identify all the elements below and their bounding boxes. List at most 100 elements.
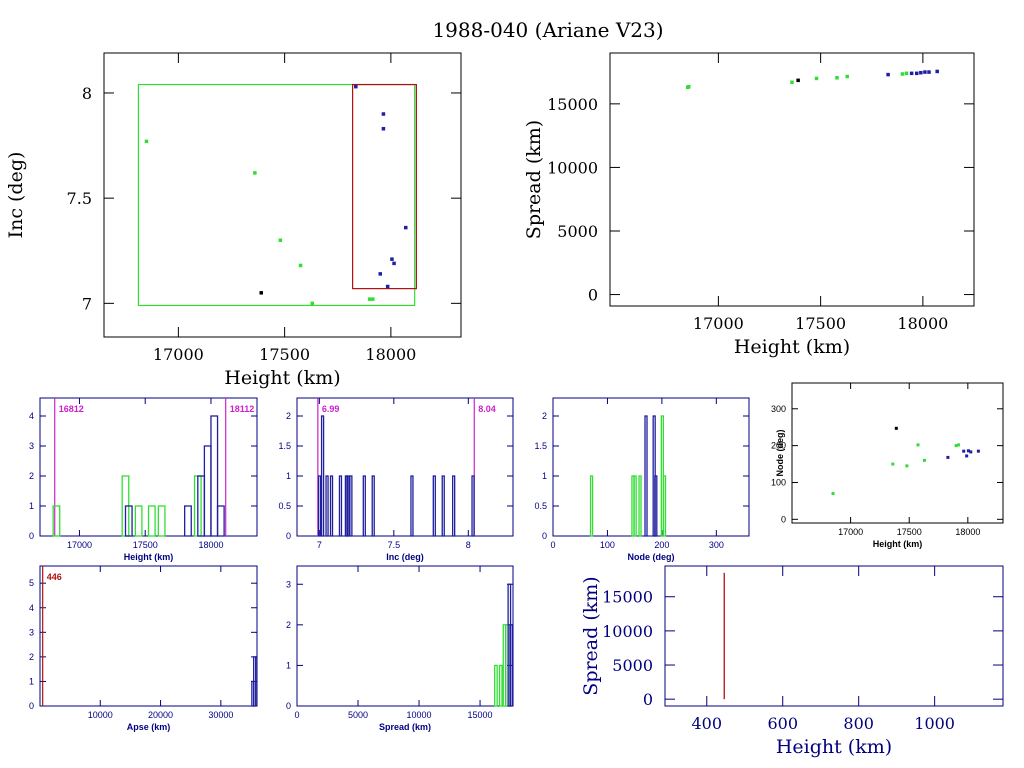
x-tick-label: 15000 xyxy=(468,710,493,720)
data-point-blue xyxy=(390,257,394,261)
histogram-bar-blue xyxy=(410,475,414,537)
plot-frame xyxy=(39,565,258,707)
chart-node-vs-height: 17000 17500 18000 0 100 200 300 Height (km) Node… xyxy=(771,382,1004,549)
data-point-green xyxy=(686,84,691,89)
histogram-bar-blue xyxy=(325,475,329,537)
y-tick-label: 0 xyxy=(29,531,34,541)
data-point-blue xyxy=(381,112,386,116)
histogram-bar-blue xyxy=(216,505,225,537)
histogram-bar-blue xyxy=(654,475,658,537)
histogram-bar-blue xyxy=(329,475,334,537)
y-tick-label: 3 xyxy=(286,579,291,589)
plot-frame xyxy=(552,397,750,537)
histogram-bar-blue xyxy=(210,415,219,537)
x-tick-label: 20000 xyxy=(148,710,173,720)
y-tick-label: 5000 xyxy=(612,656,653,675)
marker-label: 18112 xyxy=(230,404,255,414)
y-tick-label: 2 xyxy=(286,620,291,630)
x-tick-label: 18000 xyxy=(955,527,980,537)
x-tick-label: 30000 xyxy=(208,710,233,720)
histogram-bar-blue xyxy=(346,475,350,537)
plot-frame xyxy=(296,397,514,537)
data-point-blue xyxy=(946,455,950,459)
x-axis-label: Apse (km) xyxy=(127,722,171,732)
plot-frame xyxy=(296,565,514,707)
x-tick-label: 18000 xyxy=(897,314,948,333)
x-axis-label: Height (km) xyxy=(776,736,892,758)
y-tick-label: 0 xyxy=(29,701,34,711)
data-point-blue xyxy=(404,225,408,230)
histogram-bar-blue xyxy=(320,415,325,537)
x-tick-label: 17000 xyxy=(67,540,92,550)
histogram-bar-green xyxy=(638,475,642,537)
x-tick-label: 8 xyxy=(466,540,471,550)
x-axis-label: Node (deg) xyxy=(628,552,675,562)
x-tick-label: 300 xyxy=(709,540,724,550)
histogram-bar-blue xyxy=(317,475,322,537)
data-point-blue xyxy=(385,284,390,289)
x-tick-label: 600 xyxy=(767,714,798,733)
y-tick-label: 0.5 xyxy=(278,501,291,511)
chart-apse-hist: 10000 20000 30000 0 1 2 3 4 5 Apse (km) 446 xyxy=(29,565,258,732)
x-tick-label: 10000 xyxy=(407,710,432,720)
x-tick-label: 1000 xyxy=(914,714,955,733)
y-tick-label: 1.5 xyxy=(278,441,291,451)
data-point-blue xyxy=(935,69,939,74)
data-point-green xyxy=(371,297,375,301)
histogram-bar-blue xyxy=(644,415,648,537)
y-axis-label: Node (deg) xyxy=(775,430,785,477)
y-tick-label: 15000 xyxy=(602,588,653,607)
data-point-green xyxy=(904,71,909,76)
histogram-bar-blue xyxy=(362,475,366,537)
x-tick-label: 0 xyxy=(294,710,299,720)
data-point-black xyxy=(259,291,263,295)
y-tick-label: 10000 xyxy=(547,158,598,177)
data-point-blue xyxy=(927,70,931,74)
data-point-green xyxy=(891,462,895,466)
data-point-green xyxy=(956,443,960,447)
y-tick-label: 1 xyxy=(286,660,291,670)
x-axis-label: Height (km) xyxy=(124,552,174,562)
data-point-green xyxy=(790,80,794,84)
histogram-bar-green xyxy=(157,505,166,537)
data-point-blue xyxy=(923,70,927,74)
data-point-green xyxy=(954,444,958,448)
data-point-blue xyxy=(965,454,969,458)
x-tick-label: 17500 xyxy=(259,345,310,364)
y-tick-label: 10000 xyxy=(602,622,653,641)
y-tick-label: 0 xyxy=(588,286,598,305)
data-point-blue xyxy=(969,450,973,454)
data-point-green xyxy=(835,76,839,80)
x-tick-label: 7 xyxy=(317,540,322,550)
x-axis-label: Height (km) xyxy=(873,539,923,549)
histogram-bar-blue xyxy=(253,656,257,707)
data-point-blue xyxy=(966,449,970,453)
plot-frame xyxy=(664,565,1004,707)
plot-frame xyxy=(609,52,975,307)
y-tick-label: 2 xyxy=(286,411,291,421)
data-point-blue xyxy=(914,71,919,76)
chart-height-hist: 17000 17500 18000 0 1 2 3 4 Height (km) 16812 1811… xyxy=(29,397,258,562)
histogram-bar-green xyxy=(494,664,498,707)
data-point-green xyxy=(144,139,149,144)
x-tick-label: 7.5 xyxy=(388,540,401,550)
histogram-bar-green xyxy=(147,505,156,537)
figure-title: 1988-040 (Ariane V23) xyxy=(432,18,663,42)
data-point-black xyxy=(796,78,800,83)
data-point-green xyxy=(310,301,314,306)
data-point-green xyxy=(916,443,920,447)
selection-box-green xyxy=(137,83,416,307)
selection-box-red xyxy=(352,83,417,290)
y-tick-label: 0 xyxy=(542,531,547,541)
histogram-bar-blue xyxy=(124,505,133,537)
y-tick-label: 300 xyxy=(771,404,786,414)
data-point-blue xyxy=(976,449,980,453)
y-tick-label: 1 xyxy=(542,471,547,481)
y-tick-label: 3 xyxy=(29,627,34,637)
histogram-bar-green xyxy=(633,475,637,537)
x-axis-label: Spread (km) xyxy=(379,722,431,732)
x-tick-label: 17500 xyxy=(795,314,846,333)
histogram-bar-blue xyxy=(203,445,212,537)
data-point-green xyxy=(814,76,819,81)
y-tick-label: 0 xyxy=(643,690,653,709)
